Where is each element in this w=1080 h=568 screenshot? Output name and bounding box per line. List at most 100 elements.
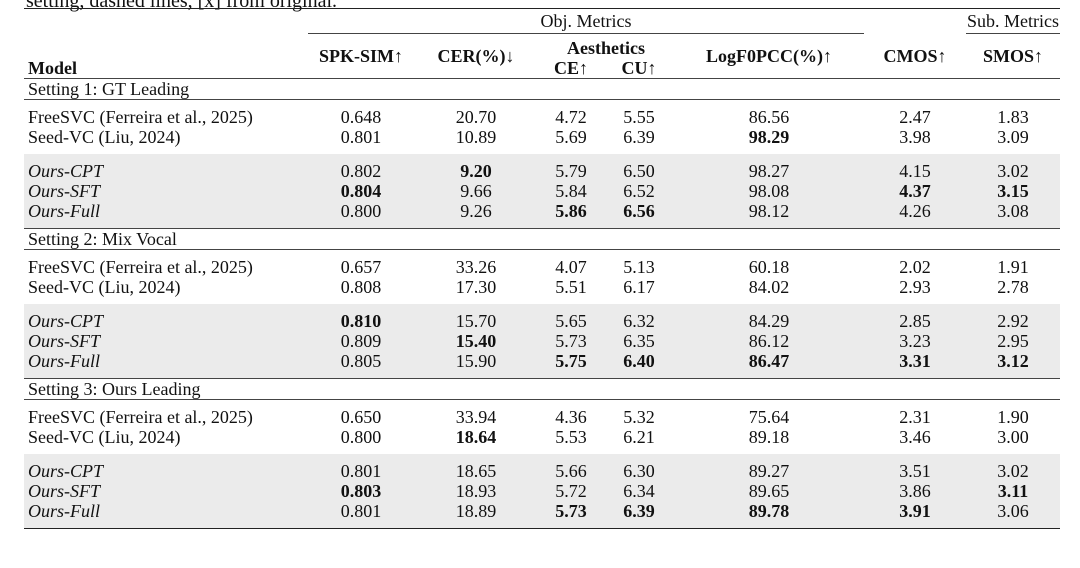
model-cell: Ours-Full — [24, 200, 308, 221]
value-cell: 3.06 — [966, 500, 1060, 521]
value-cell: 5.84 — [538, 180, 604, 201]
table-row: Ours-SFT 0.809 15.40 5.73 6.35 86.12 3.23 2.95 — [24, 330, 1060, 351]
value-cell: 5.79 — [538, 160, 604, 181]
spacer-row — [24, 520, 1060, 529]
spacer-row — [24, 249, 1060, 257]
table-row: Ours-Full 0.800 9.26 5.86 6.56 98.12 4.26 3.08 — [24, 200, 1060, 221]
value-cell: 5.55 — [623, 106, 655, 127]
aesthetics-header-cell: Aesthetics CE↑ CU↑ — [538, 33, 674, 79]
value-cell: 0.801 — [308, 500, 414, 521]
value-cell: 3.08 — [966, 200, 1060, 221]
setting-row: Setting 3: Ours Leading — [24, 378, 1060, 400]
header-row-top: Obj. Metrics Sub. Metrics — [24, 8, 1060, 34]
spacer-row — [24, 370, 1060, 379]
setting-title: Setting 2: Mix Vocal — [28, 228, 177, 249]
spacer-row — [24, 303, 1060, 311]
table-row: Ours-CPT 0.802 9.20 5.79 6.50 98.27 4.15 3.02 — [24, 160, 1060, 181]
value-cell: 3.15 — [966, 180, 1060, 201]
value-cell: 3.31 — [864, 350, 966, 371]
model-cell: Ours-CPT — [24, 160, 308, 181]
setting-title: Setting 1: GT Leading — [28, 78, 190, 99]
value-cell: 5.86 — [538, 200, 604, 221]
value-cell: 98.08 — [674, 180, 864, 201]
value-cell: 9.20 — [414, 160, 538, 181]
value-cell: 0.809 — [308, 330, 414, 351]
model-cell: Seed-VC (Liu, 2024) — [28, 276, 181, 297]
model-cell: Ours-SFT — [24, 180, 308, 201]
value-cell: 0.801 — [340, 126, 382, 147]
logf0pcc-header: LogF0PCC(%)↑ — [674, 33, 864, 79]
value-cell: 6.34 — [604, 480, 674, 501]
setting-row: Setting 2: Mix Vocal — [24, 228, 1060, 250]
model-header: Model — [24, 33, 308, 79]
value-cell: 6.17 — [623, 276, 655, 297]
value-cell: 3.02 — [966, 160, 1060, 181]
model-cell: Ours-Full — [24, 500, 308, 521]
spacer-row — [24, 220, 1060, 229]
value-cell: 2.93 — [899, 276, 931, 297]
value-cell: 0.808 — [340, 276, 382, 297]
value-cell: 6.39 — [604, 500, 674, 521]
value-cell: 6.56 — [604, 200, 674, 221]
model-cell: Ours-SFT — [24, 480, 308, 501]
results-table: Obj. Metrics Sub. Metrics Model SPK-SIM↑… — [24, 8, 1060, 529]
value-cell: 2.92 — [966, 310, 1060, 331]
model-cell: Ours-CPT — [24, 310, 308, 331]
table-row: Ours-Full 0.805 15.90 5.75 6.40 86.47 3.31 3.12 — [24, 350, 1060, 371]
value-cell: 98.29 — [748, 126, 790, 147]
value-cell: 4.26 — [864, 200, 966, 221]
value-cell: 18.93 — [414, 480, 538, 501]
value-cell: 6.30 — [604, 460, 674, 481]
model-cell: FreeSVC (Ferreira et al., 2025) — [28, 406, 253, 427]
value-cell: 0.800 — [308, 200, 414, 221]
value-cell: 84.02 — [748, 276, 790, 297]
value-cell: 2.85 — [864, 310, 966, 331]
value-cell: 2.47 — [899, 106, 931, 127]
value-cell: 0.810 — [308, 310, 414, 331]
table-row: Ours-SFT 0.803 18.93 5.72 6.34 89.65 3.86 3.11 — [24, 480, 1060, 501]
value-cell: 2.31 — [899, 406, 931, 427]
value-cell: 6.35 — [604, 330, 674, 351]
table-row: Seed-VC (Liu, 2024) 0.801 10.89 5.69 6.39 98.… — [24, 127, 1060, 147]
spk-sim-header: SPK-SIM↑ — [308, 33, 414, 79]
value-cell: 3.46 — [899, 426, 931, 447]
spacer-row — [24, 399, 1060, 407]
value-cell: 4.37 — [864, 180, 966, 201]
value-cell: 18.65 — [414, 460, 538, 481]
spacer-row — [24, 447, 1060, 454]
value-cell: 0.804 — [308, 180, 414, 201]
cu-header: CU↑ — [621, 57, 657, 78]
value-cell: 3.51 — [864, 460, 966, 481]
value-cell: 75.64 — [748, 406, 790, 427]
value-cell: 84.29 — [674, 310, 864, 331]
value-cell: 2.78 — [997, 276, 1029, 297]
value-cell: 33.94 — [455, 406, 497, 427]
value-cell: 6.50 — [604, 160, 674, 181]
model-cell: Ours-Full — [24, 350, 308, 371]
spacer-row — [24, 453, 1060, 461]
model-cell: Ours-SFT — [24, 330, 308, 351]
table-row: Seed-VC (Liu, 2024) 0.800 18.64 5.53 6.21 89.… — [24, 427, 1060, 447]
value-cell: 17.30 — [455, 276, 497, 297]
table-row: FreeSVC (Ferreira et al., 2025) 0.650 33.9… — [24, 407, 1060, 427]
table-row: FreeSVC (Ferreira et al., 2025) 0.657 33.2… — [24, 257, 1060, 277]
value-cell: 0.657 — [340, 256, 382, 277]
value-cell: 20.70 — [455, 106, 497, 127]
value-cell: 3.12 — [966, 350, 1060, 371]
value-cell: 5.66 — [538, 460, 604, 481]
setting-row: Setting 1: GT Leading — [24, 78, 1060, 100]
cer-header: CER(%)↓ — [414, 33, 538, 79]
value-cell: 4.36 — [555, 406, 587, 427]
value-cell: 5.51 — [555, 276, 587, 297]
value-cell: 15.70 — [414, 310, 538, 331]
model-cell: FreeSVC (Ferreira et al., 2025) — [28, 256, 253, 277]
model-cell: Seed-VC (Liu, 2024) — [28, 426, 181, 447]
setting-title: Setting 3: Ours Leading — [28, 378, 201, 399]
value-cell: 0.650 — [340, 406, 382, 427]
value-cell: 4.72 — [555, 106, 587, 127]
header-row-columns: Model SPK-SIM↑ CER(%)↓ Aesthetics CE↑ CU↑… — [24, 33, 1060, 79]
value-cell: 89.65 — [674, 480, 864, 501]
aesthetics-header: Aesthetics — [567, 37, 645, 58]
value-cell: 15.40 — [414, 330, 538, 351]
value-cell: 4.07 — [555, 256, 587, 277]
